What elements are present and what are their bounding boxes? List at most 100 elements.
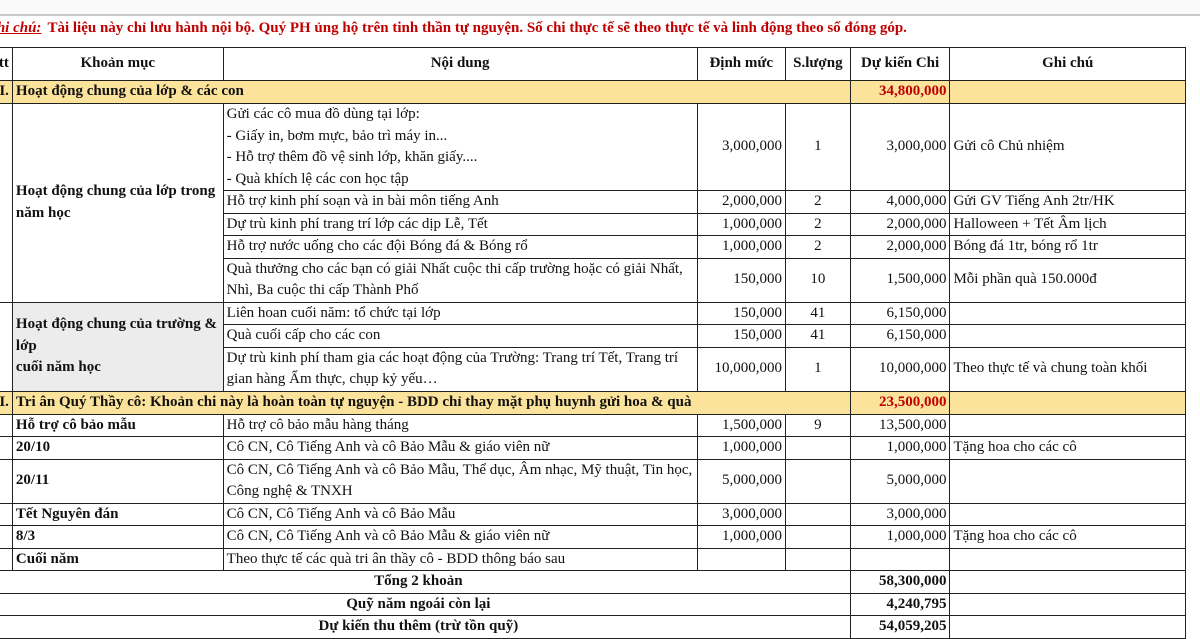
noi-dung-cell: Cô CN, Cô Tiếng Anh và cô Bảo Mẫu & giáo… bbox=[222, 525, 698, 549]
dinh-muc-cell: 1,000,000 bbox=[696, 525, 787, 549]
noi-dung-cell: Gửi các cô mua đồ dùng tại lớp: - Giấy i… bbox=[222, 103, 698, 191]
table-row: Tết Nguyên đán Cô CN, Cô Tiếng Anh và cô … bbox=[0, 502, 1186, 526]
so-luong-cell bbox=[785, 458, 851, 504]
dinh-muc-cell: 150,000 bbox=[696, 301, 787, 325]
ghi-chu-cell: Bóng đá 1tr, bóng rổ 1tr bbox=[949, 235, 1186, 259]
noi-dung-cell: Hỗ trợ cô bảo mẫu hàng tháng bbox=[222, 413, 698, 437]
ghi-chu-cell: Tặng hoa cho các cô bbox=[949, 436, 1186, 460]
ghi-chu-cell: Gửi cô Chủ nhiệm bbox=[949, 103, 1186, 191]
khoan-muc-cell: Cuối năm bbox=[11, 547, 224, 571]
noi-dung-cell: Cô CN, Cô Tiếng Anh và cô Bảo Mẫu & giáo… bbox=[222, 436, 698, 460]
table-row: Quà thưởng cho các bạn có giải Nhất cuộc… bbox=[0, 257, 1186, 303]
du-kien-chi-cell: 4,000,000 bbox=[849, 190, 951, 214]
du-kien-chi-cell: 3,000,000 bbox=[849, 502, 951, 526]
du-kien-chi-cell: 13,500,000 bbox=[849, 413, 951, 437]
noi-dung-cell: Quà thưởng cho các bạn có giải Nhất cuộc… bbox=[222, 257, 698, 303]
noi-dung-cell: Cô CN, Cô Tiếng Anh và cô Bảo Mẫu bbox=[222, 502, 698, 526]
ghi-chu-cell bbox=[949, 413, 1186, 437]
khoan-muc-cell: Hoạt động chung của lớp trong năm học bbox=[11, 103, 224, 303]
ghi-chu-cell bbox=[949, 502, 1186, 526]
dinh-muc-cell: 3,000,000 bbox=[696, 103, 787, 191]
budget-table: Stt Khoản mục Nội dung Định mức S.lượng … bbox=[0, 47, 1186, 639]
noi-dung-cell: Liên hoan cuối năm: tổ chức tại lớp bbox=[222, 301, 698, 325]
total-row: Dự kiến thu thêm (trừ tồn quỹ) 54,059,205 bbox=[0, 615, 1186, 639]
header-ghi-chu: Ghi chú bbox=[949, 47, 1186, 81]
khoan-muc-cell: 20/11 bbox=[11, 458, 224, 504]
table-row: Hoạt động chung của trường & lớp cuối nă… bbox=[0, 301, 1186, 392]
section-total: 23,500,000 bbox=[849, 390, 951, 415]
header-du-kien-chi: Dự kiến Chi bbox=[849, 47, 951, 81]
noi-dung-cell: Dự trù kinh phí tham gia các hoạt động c… bbox=[222, 346, 698, 392]
table-row: Dự trù kinh phí trang trí lớp các dịp Lễ… bbox=[0, 212, 1186, 236]
disclaimer-note: Ghi chú: Tài liệu này chỉ lưu hành nội bộ… bbox=[0, 20, 907, 37]
row-stt bbox=[0, 103, 13, 303]
noi-dung-cell: Dự trù kinh phí trang trí lớp các dịp Lễ… bbox=[222, 212, 698, 236]
so-luong-cell: 10 bbox=[785, 257, 851, 303]
ghi-chu-cell: Halloween + Tết Âm lịch bbox=[949, 212, 1186, 236]
du-kien-chi-cell: 6,150,000 bbox=[849, 324, 951, 348]
total-value: 58,300,000 bbox=[849, 570, 951, 594]
du-kien-chi-cell: 2,000,000 bbox=[849, 235, 951, 259]
section-stt: II. bbox=[0, 390, 13, 415]
so-luong-cell: 2 bbox=[785, 212, 851, 236]
row-stt bbox=[0, 502, 13, 526]
du-kien-chi-cell: 5,000,000 bbox=[849, 458, 951, 504]
so-luong-cell bbox=[785, 436, 851, 460]
dinh-muc-cell: 150,000 bbox=[696, 257, 787, 303]
dinh-muc-cell bbox=[696, 547, 787, 571]
du-kien-chi-cell: 6,150,000 bbox=[849, 301, 951, 325]
so-luong-cell: 1 bbox=[785, 103, 851, 191]
noi-dung-cell: Hỗ trợ kinh phí soạn và in bài môn tiếng… bbox=[222, 190, 698, 214]
noi-dung-cell: Quà cuối cấp cho các con bbox=[222, 324, 698, 348]
so-luong-cell: 2 bbox=[785, 235, 851, 259]
total-value: 4,240,795 bbox=[849, 592, 951, 616]
section-stt: I. bbox=[0, 80, 13, 104]
total-value: 54,059,205 bbox=[849, 615, 951, 639]
dinh-muc-cell: 10,000,000 bbox=[696, 346, 787, 392]
dinh-muc-cell: 1,000,000 bbox=[696, 436, 787, 460]
so-luong-cell bbox=[785, 547, 851, 571]
so-luong-cell: 1 bbox=[785, 346, 851, 392]
ghi-chu-cell bbox=[949, 301, 1186, 325]
section-note-empty bbox=[949, 80, 1186, 104]
ghi-chu-cell: Tặng hoa cho các cô bbox=[949, 525, 1186, 549]
cropped-title-area bbox=[0, 0, 1200, 16]
du-kien-chi-cell bbox=[849, 547, 951, 571]
so-luong-cell bbox=[785, 525, 851, 549]
khoan-muc-cell: Tết Nguyên đán bbox=[11, 502, 224, 526]
section-note-empty bbox=[949, 390, 1186, 415]
khoan-muc-cell: 20/10 bbox=[11, 436, 224, 460]
khoan-muc-cell: Hỗ trợ cô bảo mẫu bbox=[11, 413, 224, 437]
table-row: 20/11 Cô CN, Cô Tiếng Anh và cô Bảo Mẫu, … bbox=[0, 458, 1186, 504]
header-so-luong: S.lượng bbox=[785, 47, 851, 81]
so-luong-cell: 9 bbox=[785, 413, 851, 437]
row-stt bbox=[0, 301, 13, 392]
total-note-empty bbox=[949, 592, 1186, 616]
total-label: Quỹ năm ngoái còn lại bbox=[0, 592, 851, 616]
ghi-chu-cell: Theo thực tế và chung toàn khối bbox=[949, 346, 1186, 392]
row-stt bbox=[0, 413, 13, 437]
total-label: Dự kiến thu thêm (trừ tồn quỹ) bbox=[0, 615, 851, 639]
ghi-chu-cell bbox=[949, 547, 1186, 571]
total-row: Quỹ năm ngoái còn lại 4,240,795 bbox=[0, 592, 1186, 616]
header-stt: Stt bbox=[0, 47, 13, 81]
dinh-muc-cell: 3,000,000 bbox=[696, 502, 787, 526]
row-stt bbox=[0, 458, 13, 504]
table-row: Hỗ trợ kinh phí soạn và in bài môn tiếng… bbox=[0, 190, 1186, 214]
dinh-muc-cell: 150,000 bbox=[696, 324, 787, 348]
du-kien-chi-cell: 1,000,000 bbox=[849, 436, 951, 460]
noi-dung-cell: Theo thực tế các quà tri ân thầy cô - BD… bbox=[222, 547, 698, 571]
khoan-muc-cell: Hoạt động chung của trường & lớp cuối nă… bbox=[11, 301, 224, 392]
table-row: 20/10 Cô CN, Cô Tiếng Anh và cô Bảo Mẫu &… bbox=[0, 436, 1186, 460]
total-note-empty bbox=[949, 615, 1186, 639]
du-kien-chi-cell: 1,500,000 bbox=[849, 257, 951, 303]
section-total: 34,800,000 bbox=[849, 80, 951, 104]
section-row: I. Hoạt động chung của lớp & các con 34,80… bbox=[0, 80, 1186, 104]
total-row: Tổng 2 khoản 58,300,000 bbox=[0, 570, 1186, 594]
du-kien-chi-cell: 1,000,000 bbox=[849, 525, 951, 549]
table-row: Dự trù kinh phí tham gia các hoạt động c… bbox=[0, 346, 1186, 392]
so-luong-cell: 41 bbox=[785, 301, 851, 325]
table-row: 8/3 Cô CN, Cô Tiếng Anh và cô Bảo Mẫu & g… bbox=[0, 525, 1186, 549]
du-kien-chi-cell: 3,000,000 bbox=[849, 103, 951, 191]
noi-dung-cell: Hỗ trợ nước uống cho các đội Bóng đá & B… bbox=[222, 235, 698, 259]
